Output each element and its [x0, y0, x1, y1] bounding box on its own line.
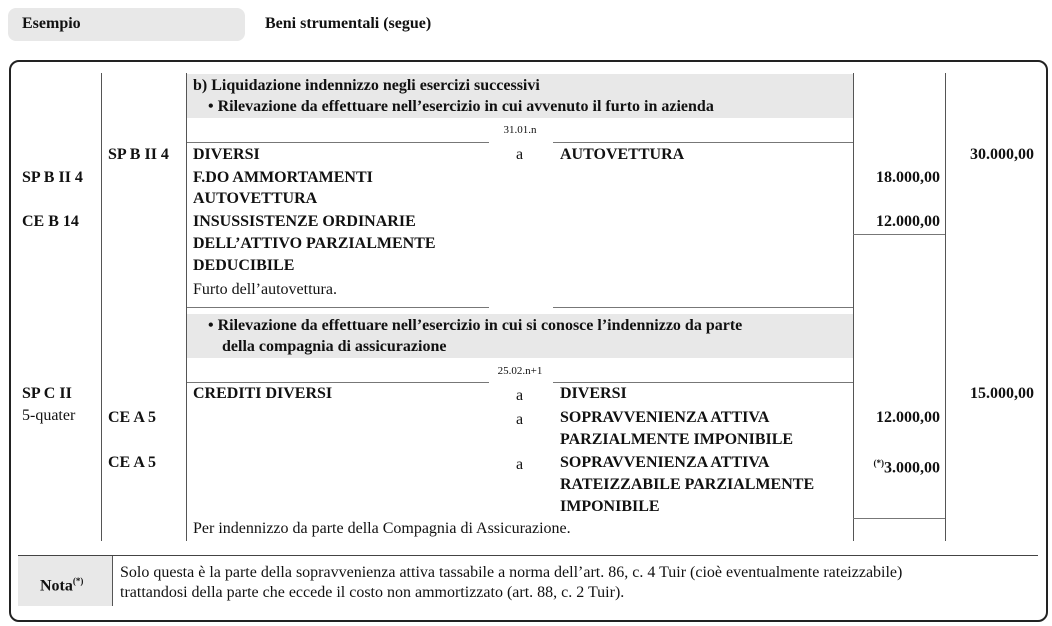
line-code: SP B II 4 — [22, 169, 83, 186]
entry2-date: 25.02.n+1 — [497, 365, 543, 377]
note-label-text: Nota — [40, 577, 73, 595]
entry2-code-sub: 5-quater — [22, 407, 76, 424]
amount-value: 3.000,00 — [884, 459, 940, 477]
line-amount: 12.000,00 — [876, 409, 940, 426]
line-text: DELL’ATTIVO PARZIALMENTE — [193, 235, 436, 252]
entry2-code: SP C II — [22, 385, 72, 402]
divider — [186, 73, 187, 541]
line-code: CE A 5 — [108, 409, 157, 426]
line-text: DEDUCIBILE — [193, 257, 295, 274]
line-text: PARZIALMENTE IMPONIBILE — [560, 431, 794, 448]
entry2-total: 15.000,00 — [970, 385, 1034, 402]
a-marker: a — [516, 146, 524, 163]
section-band — [187, 314, 853, 358]
line-code: CE A 5 — [108, 454, 157, 471]
line-code: CE B 14 — [22, 213, 79, 230]
line-text: RATEIZZABILE PARZIALMENTE — [560, 476, 815, 493]
entry1-description: Furto dell’autovettura. — [193, 281, 337, 298]
line-amount: (*)3.000,00 — [858, 453, 941, 478]
line-text: IMPONIBILE — [560, 498, 660, 515]
line-text: SOPRAVVENIENZA ATTIVA — [560, 409, 770, 426]
page-title: Beni strumentali (segue) — [265, 15, 432, 32]
example-tag — [8, 8, 245, 41]
note-label: Nota(*) — [40, 571, 83, 596]
example-box — [9, 60, 1048, 622]
line-text: SOPRAVVENIENZA ATTIVA — [560, 454, 770, 471]
note-label-cell — [18, 556, 112, 606]
example-label: Esempio — [22, 15, 81, 32]
line-amount: 12.000,00 — [876, 213, 940, 230]
note-text: Solo questa è la parte della sopravvenie… — [120, 564, 903, 581]
entry1-date: 31.01.n — [503, 124, 537, 136]
note-mark: (*) — [72, 576, 84, 586]
divider — [101, 73, 102, 541]
a-marker: a — [516, 411, 524, 428]
line-text: F.DO AMMORTAMENTI — [193, 169, 373, 186]
a-marker: a — [516, 456, 524, 473]
line-text: INSUSSISTENZE ORDINARIE — [193, 213, 416, 230]
entry2-debit: CREDITI DIVERSI — [193, 385, 333, 402]
line-text: AUTOVETTURA — [193, 190, 318, 207]
entry2-description: Per indennizzo da parte della Compagnia … — [193, 520, 571, 537]
entry1-total: 30.000,00 — [970, 146, 1034, 163]
note-mark: (*) — [873, 458, 885, 468]
line-amount: 18.000,00 — [876, 169, 940, 186]
divider — [853, 73, 854, 541]
note-text: trattandosi della parte che eccede il co… — [120, 584, 625, 601]
step-2-cont: della compagnia di assicurazione — [222, 338, 447, 355]
entry1-credit: AUTOVETTURA — [560, 146, 685, 163]
step-2: • Rilevazione da effettuare nell’eserciz… — [208, 317, 743, 334]
a-marker: a — [516, 387, 524, 404]
entry1-code: SP B II 4 — [108, 146, 169, 163]
entry2-credit: DIVERSI — [560, 385, 627, 402]
divider — [945, 73, 946, 541]
section-band — [187, 74, 853, 118]
step-1: • Rilevazione da effettuare nell’eserciz… — [208, 98, 714, 115]
entry1-debit: DIVERSI — [193, 146, 260, 163]
section-title: b) Liquidazione indennizzo negli eserciz… — [193, 77, 540, 94]
